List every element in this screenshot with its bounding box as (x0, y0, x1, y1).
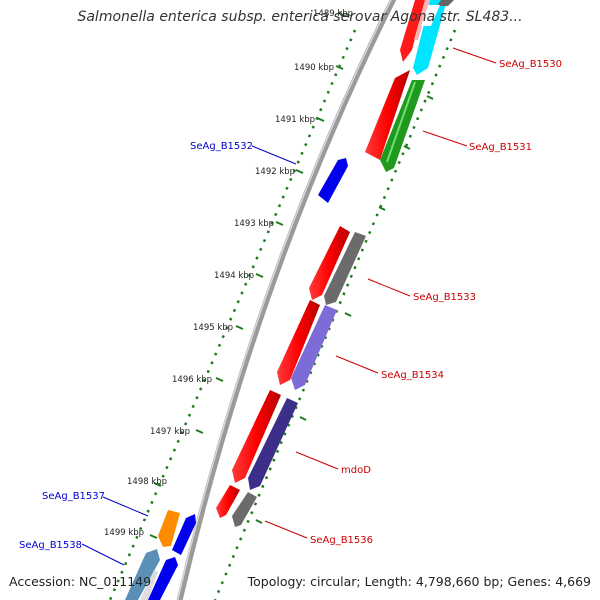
tick-mark (235, 325, 244, 330)
gene-arrow-SeAg_B1538[interactable] (125, 549, 160, 600)
kbp-label: 1493 kbp (234, 219, 274, 229)
forward-tick-mark (403, 145, 411, 150)
kbp-label: 1498 kbp (127, 477, 167, 487)
kbp-ticks (149, 11, 434, 539)
gene-label[interactable]: SeAg_B1533 (413, 292, 476, 303)
gene-arrow-SeAg_B1533-red[interactable] (309, 226, 350, 300)
reverse-strand-genes (125, 158, 348, 600)
kbp-label: 1491 kbp (275, 115, 315, 125)
kbp-label: 1490 kbp (294, 63, 334, 73)
gene-label[interactable]: SeAg_B1538 (19, 540, 82, 551)
tick-mark (255, 273, 264, 278)
gene-arrow-mdoD[interactable] (248, 398, 298, 490)
gene-arrow-SeAg_B1533[interactable] (324, 232, 366, 305)
forward-tick-mark (378, 206, 386, 211)
tick-mark (149, 534, 158, 539)
gene-label[interactable]: SeAg_B1536 (310, 535, 373, 546)
leader-SeAg_B1534 (335, 355, 379, 374)
gene-arrow-bottom-blue[interactable] (148, 557, 178, 600)
gene-label[interactable]: SeAg_B1530 (499, 59, 562, 70)
forward-track-rail (213, 29, 457, 600)
gene-arrow-SeAg_B1534[interactable] (291, 305, 337, 390)
tick-mark (335, 65, 344, 70)
tick-mark (275, 221, 284, 226)
tick-mark (215, 377, 224, 382)
gene-arrow-mdoD-red[interactable] (232, 390, 281, 483)
leader-SeAg_B1536 (264, 520, 308, 539)
genome-summary-text: Topology: circular; Length: 4,798,660 bp… (247, 574, 591, 589)
forward-tick-mark (299, 416, 307, 421)
map-title: Salmonella enterica subsp. enterica sero… (77, 9, 523, 25)
forward-tick-mark (344, 312, 352, 317)
gene-label[interactable]: SeAg_B1531 (469, 142, 532, 153)
tick-mark (316, 117, 325, 122)
forward-tick-mark (426, 95, 434, 100)
kbp-label: 1497 kbp (150, 427, 190, 437)
gene-arrow-top-red[interactable] (400, 0, 425, 62)
kbp-label: 1495 kbp (193, 323, 233, 333)
leader-SeAg_B1537 (102, 496, 149, 517)
leader-SeAg_B1538 (81, 543, 125, 566)
gene-arrow-top-white (421, 5, 440, 26)
forward-strand-genes (216, 0, 454, 527)
gene-label[interactable]: SeAg_B1534 (381, 370, 444, 381)
tick-mark (153, 482, 162, 487)
gene-label[interactable]: SeAg_B1532 (190, 141, 253, 152)
kbp-labels: 1489 kbp 1490 kbp 1491 kbp 1492 kbp 1493… (104, 9, 353, 538)
accession-text: Accession: NC_011149 (9, 574, 152, 589)
kbp-label: 1489 kbp (313, 9, 353, 19)
gene-arrow-top-pink (414, 0, 430, 40)
tick-mark (295, 169, 304, 174)
gene-arrow-SeAg_B1532[interactable] (318, 158, 348, 203)
gene-arrow-SeAg_B1536[interactable] (232, 492, 257, 527)
kbp-label: 1496 kbp (172, 375, 212, 385)
tick-mark (195, 429, 204, 434)
gene-arrow-SeAg_B1538-white (140, 570, 158, 600)
gene-arrow-SeAg_B1537[interactable] (158, 510, 180, 547)
kbp-label: 1499 kbp (104, 528, 144, 538)
tick-mark (338, 11, 345, 17)
kbp-label: 1494 kbp (214, 271, 254, 281)
gene-arrow-SeAg_B1531-red[interactable] (365, 70, 410, 160)
leader-mdoD (295, 451, 339, 470)
genome-backbone-highlight (176, 0, 392, 600)
label-leaders (81, 47, 497, 566)
gene-arrow-SeAg_B1531-highlight (386, 81, 416, 163)
gene-arrow-SeAg_B1534-red[interactable] (277, 300, 320, 385)
leader-SeAg_B1530 (452, 47, 497, 64)
leader-SeAg_B1532 (251, 145, 297, 165)
gene-arrow-top-grey[interactable] (437, 0, 454, 6)
gene-label[interactable]: SeAg_B1537 (42, 491, 105, 502)
reverse-track-rail (108, 29, 357, 600)
gene-arrow-SeAg_B1536-red[interactable] (216, 485, 240, 518)
gene-label[interactable]: mdoD (341, 465, 371, 476)
gene-arrow-SeAg_B1537-blue[interactable] (172, 514, 196, 555)
leader-SeAg_B1533 (367, 278, 411, 297)
leader-SeAg_B1531 (422, 130, 468, 147)
gene-labels: SeAg_B1530 SeAg_B1531 SeAg_B1532 SeAg_B1… (19, 59, 562, 551)
kbp-label: 1492 kbp (255, 167, 295, 177)
genome-backbone (176, 0, 397, 600)
gene-arrow-SeAg_B1530[interactable] (413, 0, 447, 75)
forward-tick-mark (255, 519, 263, 524)
